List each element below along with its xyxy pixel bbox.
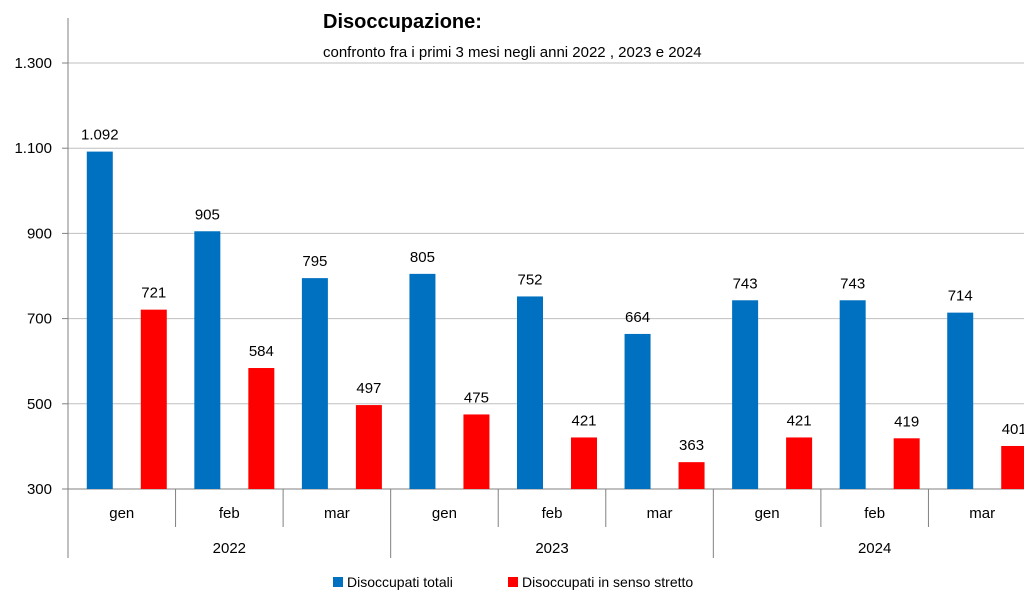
data-label: 752 [517, 271, 542, 288]
legend-swatch [508, 577, 518, 587]
data-label: 475 [464, 389, 489, 406]
bar-totali [409, 273, 436, 489]
data-label: 664 [625, 309, 650, 326]
x-tick-label-month: gen [755, 505, 780, 522]
data-label: 497 [356, 380, 381, 397]
legend-label: Disoccupati in senso stretto [522, 574, 693, 590]
y-tick-label: 900 [27, 225, 52, 242]
x-tick-label-year: 2022 [213, 540, 246, 557]
x-tick-label-month: mar [324, 505, 350, 522]
data-label: 721 [141, 285, 166, 302]
data-label: 1.092 [81, 127, 119, 144]
x-tick-label-month: mar [647, 505, 673, 522]
x-tick-label-month: feb [542, 505, 563, 522]
data-label: 743 [733, 275, 758, 292]
data-label: 421 [571, 412, 596, 429]
chart-subtitle: confronto fra i primi 3 mesi negli anni … [323, 44, 702, 61]
x-tick-label-year: 2023 [535, 540, 568, 557]
x-tick-label-month: feb [864, 505, 885, 522]
y-tick-label: 500 [27, 396, 52, 413]
legend: Disoccupati totali Disoccupati in senso s… [333, 574, 693, 590]
bar-senso-stretto [678, 462, 705, 489]
legend-swatch [333, 577, 343, 587]
data-label: 805 [410, 249, 435, 266]
y-tick-label: 1.300 [14, 55, 52, 72]
y-tick-label: 1.100 [14, 140, 52, 157]
x-tick-label-month: gen [432, 505, 457, 522]
legend-label: Disoccupati totali [347, 574, 453, 590]
bar-senso-stretto [1001, 445, 1024, 489]
data-label: 421 [787, 412, 812, 429]
axes: 300 500 700 900 1.100 1.300 gen feb mar gen feb mar… [14, 18, 1024, 558]
data-label: 743 [840, 275, 865, 292]
x-tick-label-month: mar [969, 505, 995, 522]
bar-senso-stretto [248, 368, 275, 489]
data-label: 419 [894, 413, 919, 430]
bar-totali [86, 151, 113, 489]
bar-senso-stretto [571, 437, 597, 489]
bar-senso-stretto [463, 414, 490, 489]
y-tick-label: 700 [27, 311, 52, 328]
chart-title: Disoccupazione: [323, 11, 482, 33]
data-label: 363 [679, 437, 704, 454]
data-label: 714 [948, 288, 973, 305]
bar-totali [947, 312, 974, 489]
data-label: 905 [195, 206, 220, 223]
x-tick-label-year: 2024 [858, 540, 891, 557]
data-label: 401 [1002, 421, 1024, 438]
x-tick-label-month: feb [219, 505, 240, 522]
bar-senso-stretto [355, 405, 382, 489]
bar-senso-stretto [786, 437, 813, 489]
bar-totali [301, 278, 328, 489]
bar-totali [624, 333, 651, 489]
data-label: 584 [249, 343, 274, 360]
data-labels: 1.092 721 905 584 795 497 805 475 752 421 664 363 74… [81, 127, 1024, 455]
bar-totali [732, 300, 759, 489]
bar-totali [194, 231, 221, 489]
bar-senso-stretto [140, 309, 167, 489]
data-label: 795 [302, 253, 327, 270]
bars [86, 151, 1024, 489]
bar-senso-stretto [893, 438, 920, 489]
x-tick-label-month: gen [109, 505, 134, 522]
bar-totali [517, 296, 543, 489]
y-tick-label: 300 [27, 481, 52, 498]
bar-totali [839, 300, 866, 489]
